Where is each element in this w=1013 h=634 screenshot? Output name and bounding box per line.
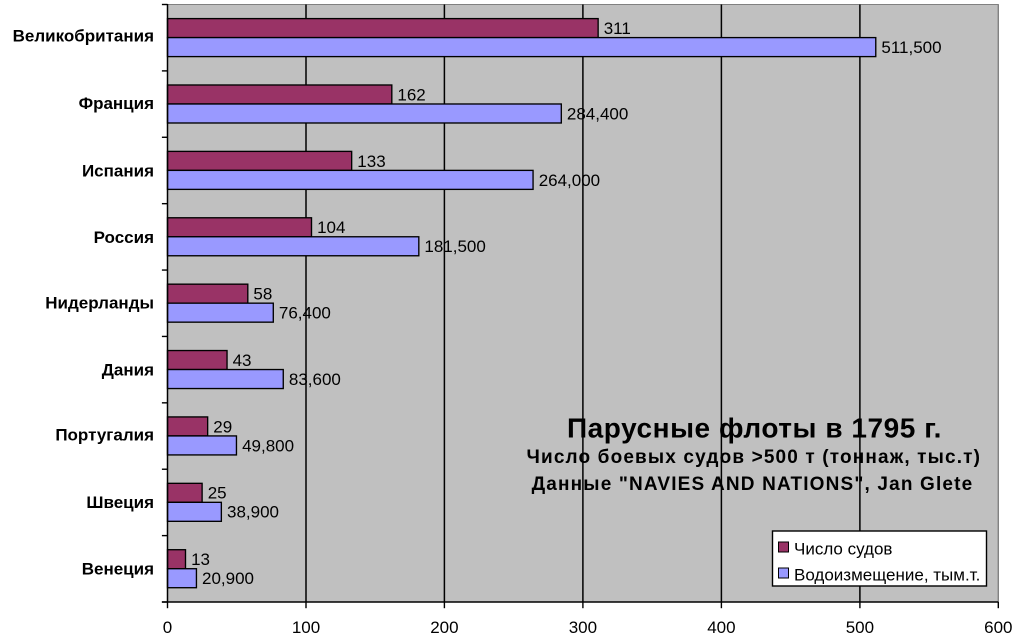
svg-text:Водоизмещение, тым.т.: Водоизмещение, тым.т. (794, 566, 980, 585)
svg-text:Франция: Франция (79, 94, 154, 113)
svg-text:Число судов: Число судов (794, 540, 892, 559)
svg-text:200: 200 (430, 618, 458, 634)
svg-text:Нидерланды: Нидерланды (45, 293, 154, 312)
svg-text:38,900: 38,900 (227, 503, 279, 522)
svg-text:13: 13 (191, 550, 210, 569)
svg-text:511,500: 511,500 (881, 38, 941, 57)
svg-text:400: 400 (707, 618, 735, 634)
svg-text:100: 100 (292, 618, 320, 634)
svg-text:Данные "NAVIES AND NATIONS", J: Данные "NAVIES AND NATIONS", Jan Glete (532, 474, 974, 495)
svg-text:Дания: Дания (102, 360, 154, 379)
svg-text:25: 25 (208, 484, 227, 503)
svg-text:Венеция: Венеция (82, 559, 154, 578)
svg-text:300: 300 (569, 618, 597, 634)
svg-text:83,600: 83,600 (289, 370, 341, 389)
svg-text:43: 43 (233, 351, 252, 370)
svg-text:76,400: 76,400 (279, 304, 331, 323)
svg-text:20,900: 20,900 (202, 569, 254, 588)
svg-text:0: 0 (163, 618, 172, 634)
svg-text:500: 500 (846, 618, 874, 634)
svg-text:Испания: Испания (82, 162, 154, 181)
svg-text:29: 29 (213, 417, 232, 436)
svg-text:311: 311 (604, 19, 631, 38)
svg-text:Швеция: Швеция (86, 493, 154, 512)
svg-text:162: 162 (397, 85, 425, 104)
svg-text:Парусные флоты в 1795 г.: Парусные флоты в 1795 г. (567, 412, 942, 443)
svg-text:284,400: 284,400 (567, 104, 628, 123)
svg-text:600: 600 (984, 618, 1012, 634)
svg-text:Португалия: Португалия (55, 426, 154, 445)
svg-text:133: 133 (357, 152, 385, 171)
svg-text:181,500: 181,500 (424, 237, 485, 256)
svg-text:Великобритания: Великобритания (13, 27, 154, 46)
svg-text:49,800: 49,800 (242, 436, 294, 455)
svg-text:264,000: 264,000 (539, 171, 600, 190)
svg-text:58: 58 (253, 285, 272, 304)
svg-text:Россия: Россия (94, 228, 154, 247)
svg-text:Число боевых судов >500 т (тон: Число боевых судов >500 т (тоннаж, тыс.т… (526, 447, 981, 468)
svg-text:104: 104 (317, 218, 345, 237)
